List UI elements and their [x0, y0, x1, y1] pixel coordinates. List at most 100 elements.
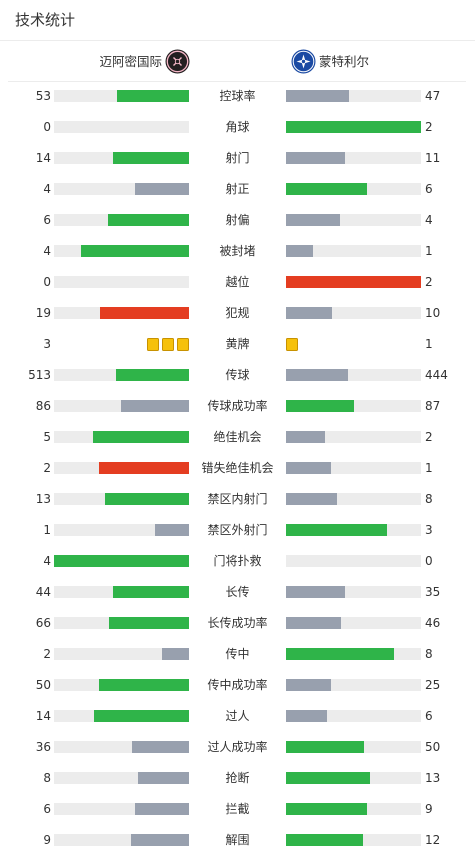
home-bar-track	[54, 307, 189, 319]
home-value: 3	[43, 337, 51, 351]
home-value: 2	[43, 461, 51, 475]
home-bar-track	[54, 462, 189, 474]
away-value: 2	[425, 430, 433, 444]
away-value: 35	[425, 585, 441, 599]
home-value: 4	[43, 182, 51, 196]
home-value: 4	[43, 244, 51, 258]
away-value: 10	[425, 306, 441, 320]
away-bar-fill	[286, 586, 345, 598]
away-value: 1	[425, 244, 433, 258]
stat-row: 4 门将扑救 0	[0, 546, 475, 577]
home-bar-track	[54, 834, 189, 846]
away-bar-fill	[286, 307, 332, 319]
away-bar-track	[286, 214, 421, 226]
stat-row: 6 拦截 9	[0, 794, 475, 825]
stat-label: 长传	[225, 585, 250, 599]
home-bar-track	[54, 679, 189, 691]
stat-label: 解围	[225, 833, 250, 847]
away-value: 4	[425, 213, 433, 227]
home-bar-fill	[113, 152, 189, 164]
away-bar-track	[286, 400, 421, 412]
home-value: 50	[35, 678, 51, 692]
home-value: 53	[35, 89, 51, 103]
stat-row: 4 被封堵 1	[0, 236, 475, 267]
stat-row: 44 长传 35	[0, 577, 475, 608]
home-bar-track	[54, 617, 189, 629]
home-bar-track	[54, 400, 189, 412]
away-bar-track	[286, 152, 421, 164]
away-bar-fill	[286, 741, 364, 753]
home-value: 13	[35, 492, 51, 506]
home-value: 0	[43, 275, 51, 289]
stat-row: 19 犯规 10	[0, 298, 475, 329]
away-value: 9	[425, 802, 433, 816]
home-bar-track	[54, 555, 189, 567]
away-value: 12	[425, 833, 441, 847]
away-value: 1	[425, 337, 433, 351]
stat-label: 门将扑救	[213, 554, 262, 568]
away-bar-fill	[286, 803, 367, 815]
home-bar-fill	[121, 400, 189, 412]
stat-label: 错失绝佳机会	[201, 461, 274, 475]
home-bar-track	[54, 276, 189, 288]
home-bar-fill	[135, 183, 189, 195]
away-bar-track	[286, 90, 421, 102]
stat-label: 长传成功率	[207, 616, 268, 630]
home-value: 36	[35, 740, 51, 754]
home-bar-track	[54, 152, 189, 164]
away-value: 46	[425, 616, 441, 630]
away-value: 0	[425, 554, 433, 568]
home-bar-track	[54, 772, 189, 784]
home-yellow-cards	[147, 338, 189, 351]
home-value: 44	[35, 585, 51, 599]
away-bar-fill	[286, 679, 331, 691]
yellow-card-icon	[147, 338, 159, 351]
home-value: 513	[28, 368, 51, 382]
stat-row: 14 射门 11	[0, 143, 475, 174]
stat-label: 抢断	[225, 771, 250, 785]
home-bar-fill	[113, 586, 189, 598]
stat-label: 传中成功率	[207, 678, 268, 692]
stat-label: 传球	[225, 368, 250, 382]
stat-row: 8 抢断 13	[0, 763, 475, 794]
home-bar-track	[54, 710, 189, 722]
home-bar-fill	[162, 648, 189, 660]
stat-label: 射门	[225, 151, 250, 165]
away-value: 13	[425, 771, 441, 785]
home-bar-fill	[93, 431, 189, 443]
home-bar-fill	[132, 741, 189, 753]
away-bar-fill	[286, 834, 363, 846]
away-bar-fill	[286, 772, 370, 784]
yellow-card-icon	[286, 338, 298, 351]
stat-label: 犯规	[225, 306, 250, 320]
away-bar-fill	[286, 183, 367, 195]
stat-label: 传中	[225, 647, 250, 661]
home-bar-track	[54, 369, 189, 381]
away-bar-fill	[286, 245, 313, 257]
home-bar-track	[54, 431, 189, 443]
stat-row: 13 禁区内射门 8	[0, 484, 475, 515]
stat-label: 控球率	[219, 89, 256, 103]
inter-miami-crest-icon	[165, 49, 190, 74]
away-bar-track	[286, 834, 421, 846]
home-value: 1	[43, 523, 51, 537]
away-value: 6	[425, 709, 433, 723]
away-team[interactable]: 蒙特利尔	[291, 49, 369, 74]
away-value: 444	[425, 368, 448, 382]
stat-label: 禁区内射门	[207, 492, 268, 506]
home-value: 2	[43, 647, 51, 661]
home-team[interactable]: 迈阿密国际	[99, 49, 190, 74]
home-bar-fill	[155, 524, 189, 536]
away-value: 11	[425, 151, 441, 165]
away-bar-fill	[286, 524, 387, 536]
stat-row: 0 越位 2	[0, 267, 475, 298]
away-bar-track	[286, 617, 421, 629]
away-bar-fill	[286, 214, 340, 226]
away-bar-track	[286, 524, 421, 536]
away-bar-track	[286, 679, 421, 691]
away-value: 50	[425, 740, 441, 754]
stat-row: 4 射正 6	[0, 174, 475, 205]
away-bar-track	[286, 245, 421, 257]
away-value: 3	[425, 523, 433, 537]
stat-row: 0 角球 2	[0, 112, 475, 143]
